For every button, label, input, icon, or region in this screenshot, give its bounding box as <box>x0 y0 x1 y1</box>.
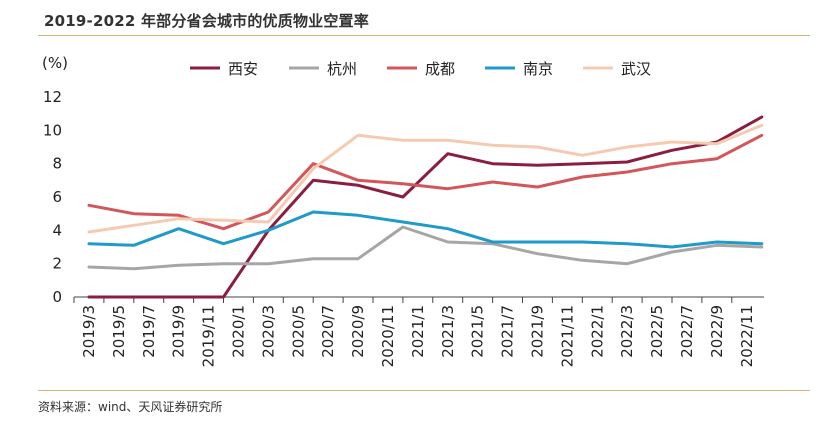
x-tick-label: 2022/7 <box>678 305 696 358</box>
source-divider <box>38 390 810 391</box>
x-tick-label: 2020/9 <box>349 305 367 358</box>
y-tick-label: 2 <box>52 255 62 273</box>
y-tick-label: 10 <box>43 121 62 139</box>
x-tick-label: 2020/1 <box>230 305 248 358</box>
legend-label: 南京 <box>523 60 553 78</box>
x-tick-label: 2019/3 <box>80 305 98 358</box>
x-tick-label: 2019/5 <box>110 305 128 358</box>
x-tick-label: 2020/11 <box>379 305 397 367</box>
x-tick-label: 2022/11 <box>738 305 756 367</box>
x-tick-label: 2021/11 <box>558 305 576 367</box>
chart-title: 2019-2022 年部分省会城市的优质物业空置率 <box>44 12 369 30</box>
y-tick-label: 12 <box>43 88 62 106</box>
x-tick-label: 2022/9 <box>708 305 726 358</box>
x-tick-label: 2022/1 <box>588 305 606 358</box>
y-axis-label: (%) <box>42 54 68 72</box>
x-tick-label: 2021/3 <box>439 305 457 358</box>
series-line-西安 <box>87 115 764 299</box>
x-tick-label: 2020/5 <box>289 305 307 358</box>
x-tick-label: 2022/5 <box>648 305 666 358</box>
legend-label: 西安 <box>228 60 258 78</box>
y-tick-label: 8 <box>52 155 62 173</box>
title-divider <box>38 35 810 36</box>
x-tick-label: 2019/9 <box>170 305 188 358</box>
source-note: 资料来源：wind、天风证券研究所 <box>38 400 223 414</box>
x-tick-label: 2019/11 <box>200 305 218 367</box>
x-tick-label: 2020/7 <box>319 305 337 358</box>
series-line-南京 <box>87 210 764 249</box>
x-tick-label: 2021/5 <box>469 305 487 358</box>
y-tick-label: 4 <box>52 221 62 239</box>
legend-label: 杭州 <box>327 60 357 78</box>
series-line-成都 <box>87 133 764 231</box>
x-tick-label: 2021/1 <box>409 305 427 358</box>
x-tick-label: 2021/7 <box>499 305 517 358</box>
x-tick-label: 2020/3 <box>259 305 277 358</box>
legend-label: 成都 <box>425 60 455 78</box>
legend-label: 武汉 <box>621 60 651 78</box>
series-line-杭州 <box>87 225 764 271</box>
y-tick-label: 0 <box>52 288 62 306</box>
series-line-武汉 <box>87 123 764 234</box>
x-tick-label: 2019/7 <box>140 305 158 358</box>
x-tick-label: 2021/9 <box>529 305 547 358</box>
x-tick-label: 2022/3 <box>618 305 636 358</box>
y-tick-label: 6 <box>52 188 62 206</box>
